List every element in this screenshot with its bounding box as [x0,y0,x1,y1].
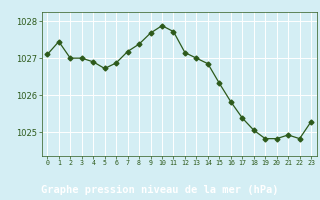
Text: Graphe pression niveau de la mer (hPa): Graphe pression niveau de la mer (hPa) [41,185,279,195]
